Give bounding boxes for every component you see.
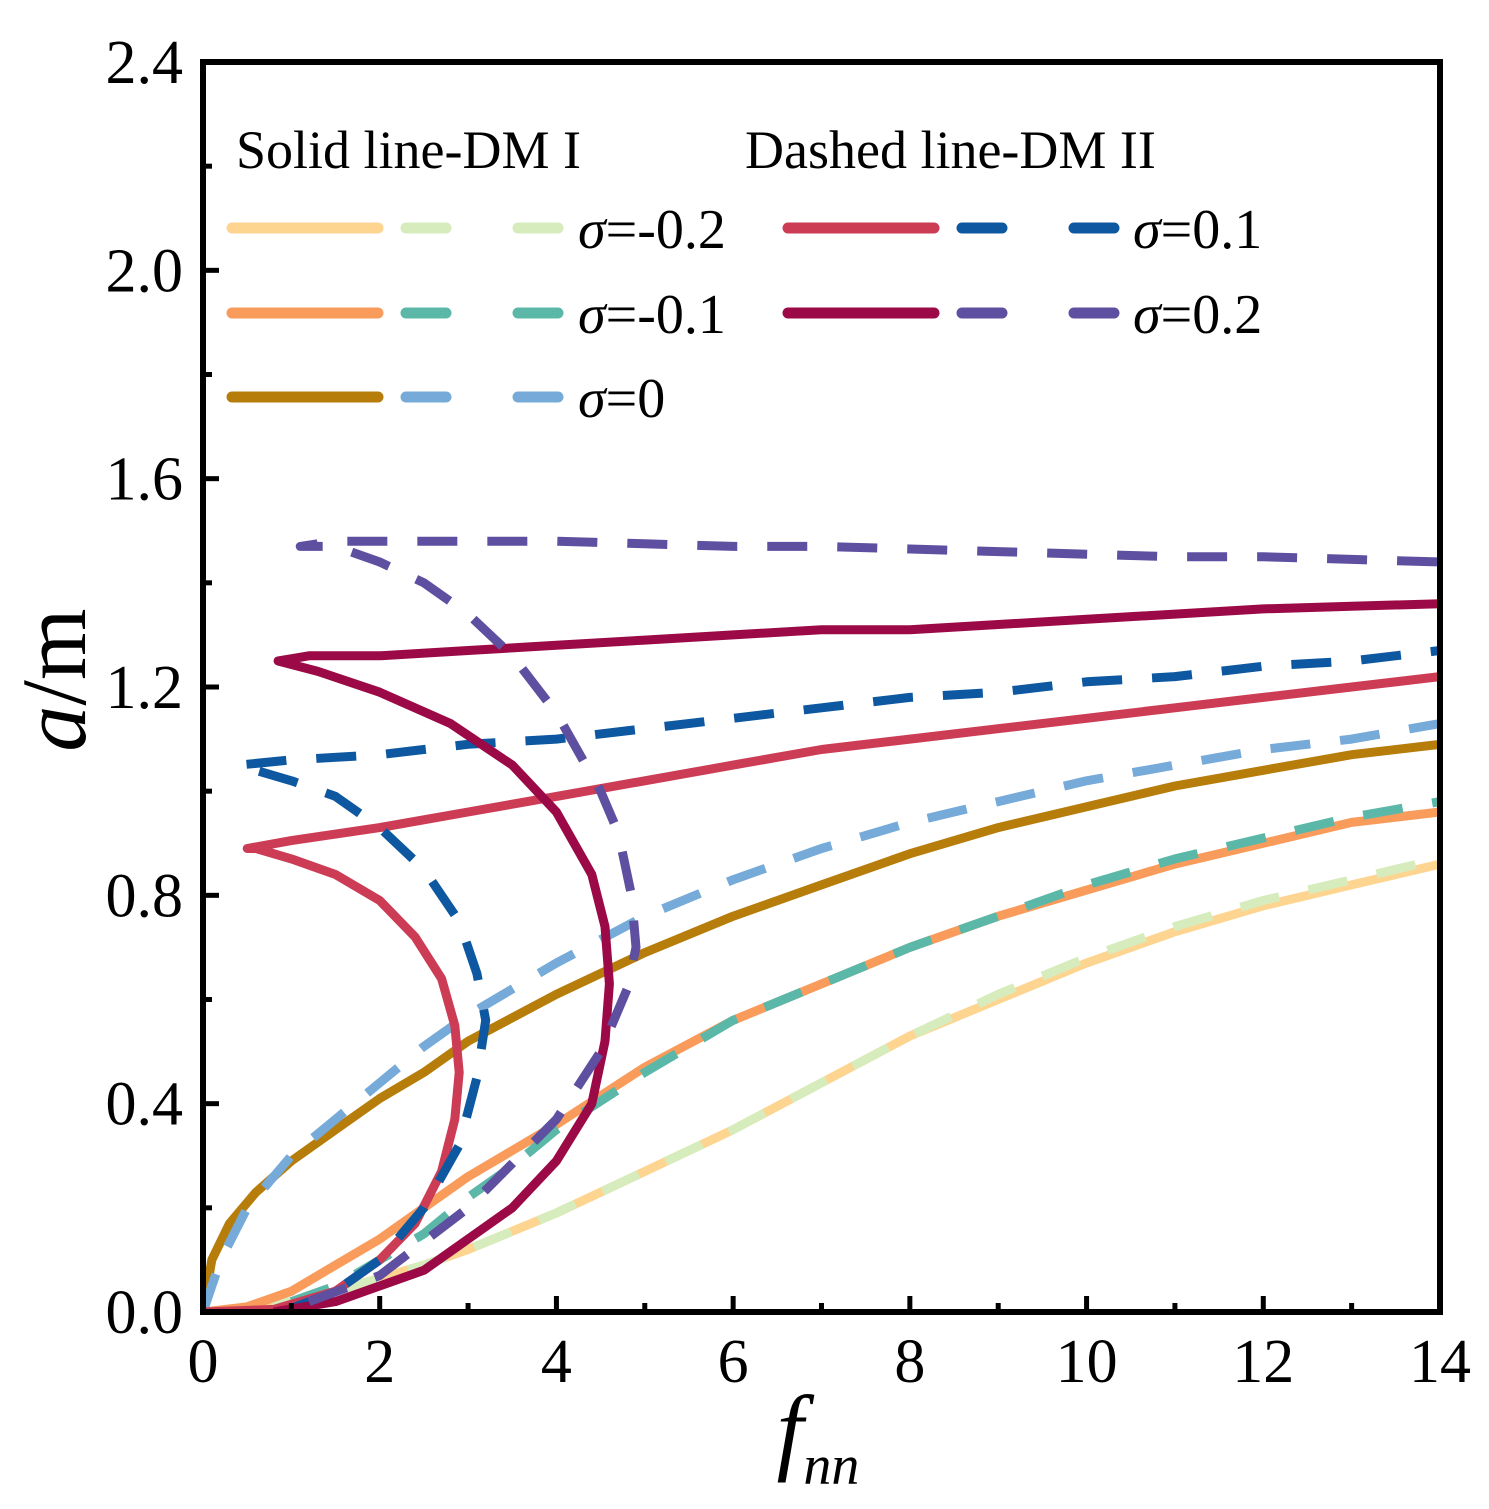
x-tick-label: 4 <box>541 1328 572 1396</box>
legend-label: σ=-0.2 <box>578 199 726 261</box>
svg-text:a/m: a/m <box>3 608 105 751</box>
y-tick-label: 2.4 <box>106 29 184 97</box>
x-tick-label: 2 <box>364 1328 395 1396</box>
x-tick-label: 12 <box>1232 1328 1294 1396</box>
y-tick-label: 0.8 <box>106 862 184 930</box>
x-tick-label: 10 <box>1056 1328 1118 1396</box>
series-line-5 <box>203 739 1440 1312</box>
y-tick-label: 1.2 <box>106 654 184 722</box>
legend-label: σ=-0.1 <box>578 284 726 346</box>
series-line-10 <box>295 536 1440 1306</box>
legend-label: σ=0.1 <box>1133 199 1262 261</box>
x-tick-label: 0 <box>188 1328 219 1396</box>
series-layer <box>203 536 1440 1312</box>
series-line-4 <box>289 797 1440 1306</box>
legend-note-dashed: Dashed line-DM II <box>745 120 1156 180</box>
series-line-6 <box>203 719 1440 1312</box>
legend-label: σ=0 <box>578 368 665 430</box>
legend-note-solid: Solid line-DM I <box>236 120 581 180</box>
y-tick-label: 0.0 <box>106 1279 184 1347</box>
legend-label: σ=0.2 <box>1133 284 1262 346</box>
y-tick-label: 1.6 <box>106 446 184 514</box>
series-line-9 <box>272 599 1440 1312</box>
series-line-2 <box>203 854 1440 1312</box>
y-tick-label: 2.0 <box>106 237 184 305</box>
series-line-8 <box>233 646 1440 1312</box>
y-axis-title: a/m <box>3 608 105 751</box>
legend: σ=-0.2 σ=-0.1 σ=0 σ=0.1 σ=0.2 <box>226 199 1262 430</box>
series-line-3 <box>203 807 1440 1312</box>
x-axis-title: fnn <box>777 1376 860 1497</box>
x-tick-label: 6 <box>718 1328 749 1396</box>
ticks-layer: 0 2 4 6 8 10 12 14 0.0 0.4 0.8 1.2 1.6 2.0 2.4 <box>106 29 1472 1396</box>
x-tick-label: 14 <box>1409 1328 1471 1396</box>
y-tick-label: 0.4 <box>106 1071 184 1139</box>
x-tick-label: 8 <box>894 1328 925 1396</box>
